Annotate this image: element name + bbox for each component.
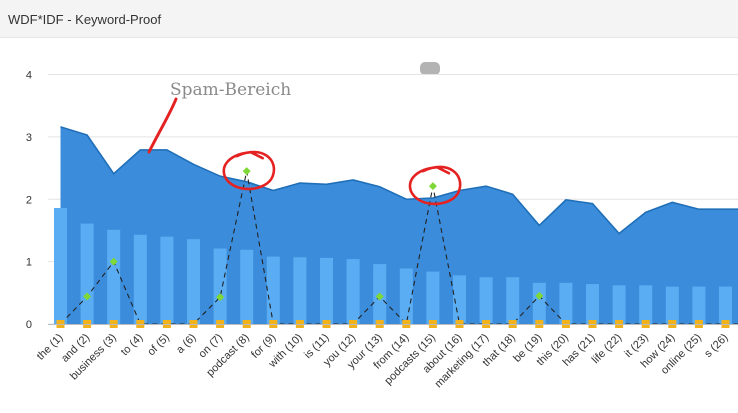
- drag-handle[interactable]: [420, 62, 440, 75]
- bar: [346, 259, 360, 324]
- y-tick-label: 3: [26, 132, 32, 144]
- dashed-point: [242, 167, 251, 176]
- y-tick-label: 2: [26, 194, 32, 206]
- x-tick-label: life (22): [590, 332, 624, 366]
- y-axis-ticks: 0 1 2 3 4: [26, 70, 32, 332]
- x-tick-label: a (6): [174, 332, 198, 356]
- bar: [426, 271, 440, 324]
- bar: [187, 239, 200, 324]
- bar: [532, 282, 546, 324]
- area-fill: [60, 126, 738, 324]
- dashed-point: [428, 182, 437, 191]
- bar-series: [54, 207, 732, 324]
- circle-highlight: [408, 165, 462, 206]
- dashed-point: [83, 292, 92, 301]
- bar: [54, 207, 67, 324]
- bar: [266, 256, 280, 324]
- bar: [479, 277, 493, 324]
- bar: [586, 284, 599, 324]
- bar: [213, 248, 227, 324]
- annotation-label: Spam-Bereich: [170, 80, 291, 100]
- dashed-point: [109, 257, 118, 266]
- y-tick-label: 0: [26, 319, 32, 331]
- bar: [160, 236, 174, 324]
- keyword-chart: 0 1 2 3 4 the (1)and (2)business (3) to (4) of…: [26, 70, 738, 390]
- x-tick-label: s (26): [702, 332, 730, 360]
- annotations: Spam-Bereich: [147, 80, 462, 206]
- bar: [133, 234, 147, 324]
- bar: [612, 285, 626, 324]
- area-line: [60, 126, 738, 235]
- y-tick-label: 1: [26, 257, 32, 269]
- bar: [639, 285, 653, 324]
- dashed-point: [535, 291, 544, 300]
- x-tick-label: to (4): [119, 332, 146, 359]
- x-axis-labels: the (1)and (2)business (3) to (4) of (5) a …: [35, 324, 738, 390]
- bar: [240, 249, 254, 324]
- bar: [293, 257, 307, 324]
- x-tick-label: of (5): [145, 332, 172, 359]
- bar: [80, 223, 94, 324]
- dashed-point: [375, 292, 384, 301]
- y-tick-label: 4: [26, 70, 32, 82]
- circle-highlight: [222, 150, 276, 191]
- bar: [399, 268, 413, 324]
- area-series: [60, 126, 738, 324]
- bar: [719, 286, 732, 324]
- annotation-arrow: [147, 97, 178, 154]
- window-title: WDF*IDF - Keyword-Proof: [8, 12, 162, 27]
- bar: [665, 286, 679, 324]
- bar: [692, 286, 706, 324]
- bar: [107, 229, 121, 324]
- window-header: WDF*IDF - Keyword-Proof: [0, 0, 738, 38]
- bar: [320, 257, 333, 324]
- bar: [506, 277, 520, 324]
- bar: [453, 275, 466, 324]
- bar: [559, 282, 573, 324]
- dashed-point: [216, 293, 225, 302]
